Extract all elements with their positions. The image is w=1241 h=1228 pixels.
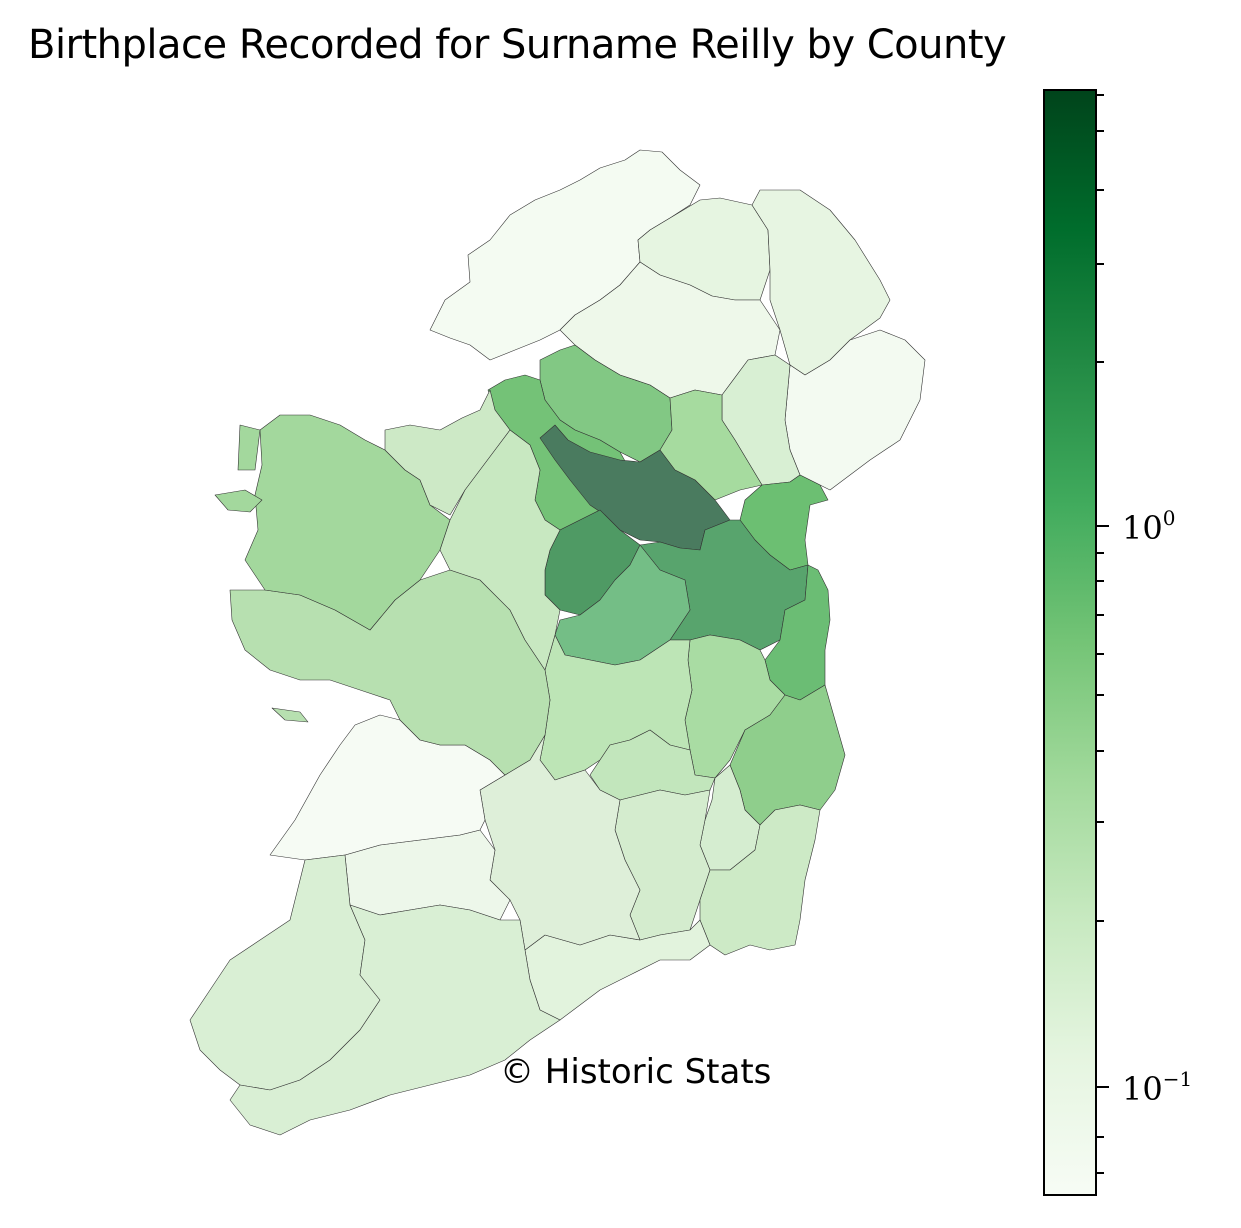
colorbar-minor-tick: [1097, 1172, 1104, 1174]
colorbar-minor-tick: [1097, 1136, 1104, 1138]
county-mayo: [244, 414, 451, 631]
colorbar-tick-label: 10−1: [1122, 1067, 1193, 1108]
colorbar-minor-tick: [1097, 750, 1104, 752]
colorbar-major-tick: [1097, 525, 1109, 527]
ireland-choropleth-map: [189, 149, 926, 1136]
county-mayo-island: [237, 424, 261, 471]
county-donegal: [429, 149, 701, 361]
county-wexford: [699, 804, 821, 956]
colorbar-minor-tick: [1097, 263, 1104, 265]
colorbar-minor-tick: [1097, 614, 1104, 616]
colorbar-minor-tick: [1097, 130, 1104, 132]
colorbar-major-tick: [1097, 1086, 1109, 1088]
county-roscommon: [439, 429, 561, 671]
county-mayo-island: [214, 489, 263, 513]
county-galway-island: [271, 707, 309, 723]
colorbar-minor-tick: [1097, 694, 1104, 696]
county-cork: [229, 904, 561, 1136]
colorbar-minor-tick: [1097, 821, 1104, 823]
watermark-text: © Historic Stats: [500, 1052, 772, 1092]
colorbar-minor-tick: [1097, 580, 1104, 582]
colorbar-minor-tick: [1097, 361, 1104, 363]
colorbar-minor-tick: [1097, 94, 1104, 96]
colorbar: [1043, 89, 1097, 1196]
colorbar-minor-tick: [1097, 920, 1104, 922]
map-title: Birthplace Recorded for Surname Reilly b…: [28, 22, 1007, 68]
colorbar-minor-tick: [1097, 189, 1104, 191]
colorbar-minor-tick: [1097, 653, 1104, 655]
colorbar-tick-label: 100: [1122, 506, 1176, 547]
colorbar-minor-tick: [1097, 552, 1104, 554]
